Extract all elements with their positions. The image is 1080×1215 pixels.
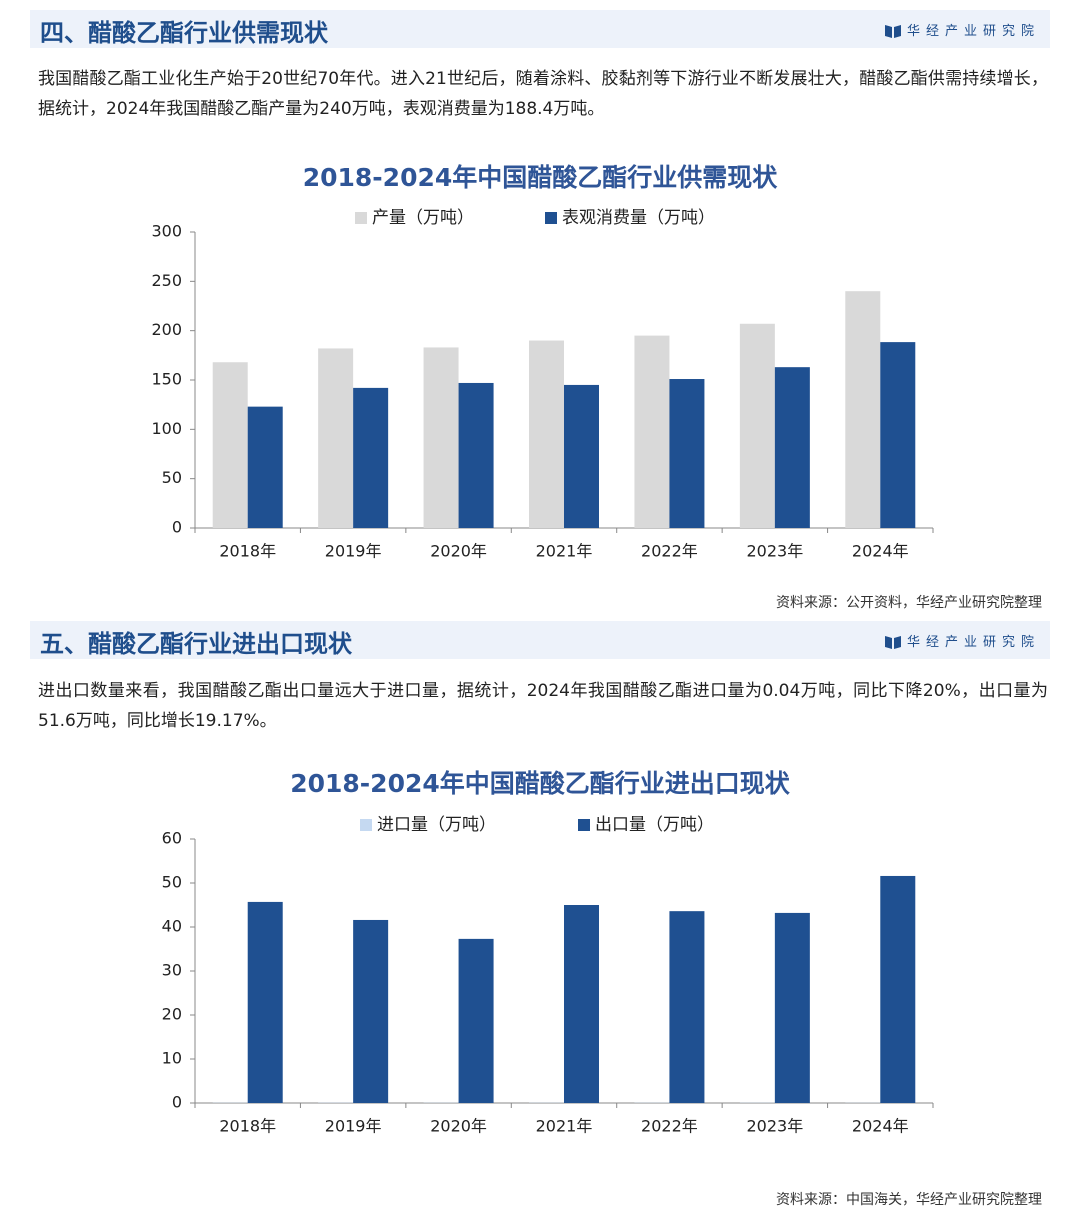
source: 资料来源：中国海关，华经产业研究院整理	[776, 1192, 1042, 1208]
legend-label: 产量（万吨）	[372, 208, 474, 228]
paragraph: 我国醋酸乙酯工业化生产始于20世纪70年代。进入21世纪后，随着涂料、胶黏剂等下…	[38, 69, 1048, 119]
legend-label: 表观消费量（万吨）	[562, 208, 715, 228]
x-tick-label: 2024年	[852, 542, 909, 561]
brand-name: 华经产业研究院	[906, 635, 1040, 650]
legend-swatch	[578, 819, 590, 831]
y-tick-label: 300	[151, 222, 182, 241]
x-tick-label: 2018年	[219, 542, 276, 561]
y-tick-label: 60	[162, 829, 182, 848]
bar	[564, 905, 599, 1103]
y-tick-label: 40	[162, 917, 182, 936]
x-tick-label: 2023年	[746, 1117, 803, 1136]
bar	[634, 335, 670, 528]
y-tick-label: 50	[162, 873, 182, 892]
y-tick-label: 20	[162, 1005, 182, 1024]
bar	[774, 367, 810, 528]
x-tick-label: 2020年	[430, 1117, 487, 1136]
legend-swatch	[545, 212, 557, 224]
y-tick-label: 150	[151, 370, 182, 389]
y-tick-label: 10	[162, 1049, 182, 1068]
bar	[739, 323, 775, 528]
bar	[564, 384, 599, 528]
brand-name: 华经产业研究院	[906, 24, 1040, 39]
y-tick-label: 0	[172, 1093, 182, 1112]
paragraph: 进出口数量来看，我国醋酸乙酯出口量远大于进口量，据统计，2024年我国醋酸乙酯进…	[38, 681, 1048, 731]
bar	[353, 919, 389, 1103]
x-tick-label: 2022年	[641, 542, 698, 561]
bar	[318, 348, 354, 528]
bar	[247, 901, 283, 1103]
bar	[212, 362, 248, 528]
x-tick-label: 2018年	[219, 1117, 276, 1136]
bar	[353, 387, 389, 528]
x-tick-label: 2020年	[430, 542, 487, 561]
bar	[529, 340, 564, 528]
x-tick-label: 2024年	[852, 1117, 909, 1136]
chart-title: 2018-2024年中国醋酸乙酯行业供需现状	[303, 163, 779, 192]
legend-swatch	[360, 819, 372, 831]
y-tick-label: 250	[151, 271, 182, 290]
bar	[669, 911, 705, 1103]
x-tick-label: 2023年	[746, 542, 803, 561]
x-tick-label: 2019年	[325, 542, 382, 561]
y-tick-label: 50	[162, 468, 182, 487]
bar	[669, 379, 705, 528]
brand: 华经产业研究院	[884, 20, 1040, 39]
brand-icon	[884, 636, 901, 649]
bar	[880, 875, 916, 1103]
bar	[774, 912, 810, 1103]
x-tick-label: 2022年	[641, 1117, 698, 1136]
section-header: 四、醋酸乙酯行业供需现状 华经产业研究院	[30, 10, 1050, 48]
brand-icon	[884, 25, 901, 38]
section-title: 四、醋酸乙酯行业供需现状	[40, 19, 328, 47]
legend-swatch	[355, 212, 367, 224]
bar	[458, 938, 494, 1103]
section-header: 五、醋酸乙酯行业进出口现状 华经产业研究院	[30, 621, 1050, 659]
y-tick-label: 200	[151, 320, 182, 339]
bar	[247, 406, 283, 528]
bar	[845, 291, 881, 528]
x-tick-label: 2019年	[325, 1117, 382, 1136]
brand: 华经产业研究院	[884, 631, 1040, 650]
x-tick-label: 2021年	[536, 542, 593, 561]
bar	[423, 347, 459, 528]
source: 资料来源：公开资料，华经产业研究院整理	[776, 595, 1042, 611]
y-tick-label: 100	[151, 419, 182, 438]
y-tick-label: 30	[162, 961, 182, 980]
bar	[880, 342, 916, 528]
bar	[458, 382, 494, 528]
legend-label: 进口量（万吨）	[377, 815, 496, 835]
chart-title: 2018-2024年中国醋酸乙酯行业进出口现状	[290, 769, 791, 798]
legend-label: 出口量（万吨）	[595, 815, 714, 835]
section-title: 五、醋酸乙酯行业进出口现状	[40, 630, 352, 658]
x-tick-label: 2021年	[536, 1117, 593, 1136]
y-tick-label: 0	[172, 518, 182, 537]
